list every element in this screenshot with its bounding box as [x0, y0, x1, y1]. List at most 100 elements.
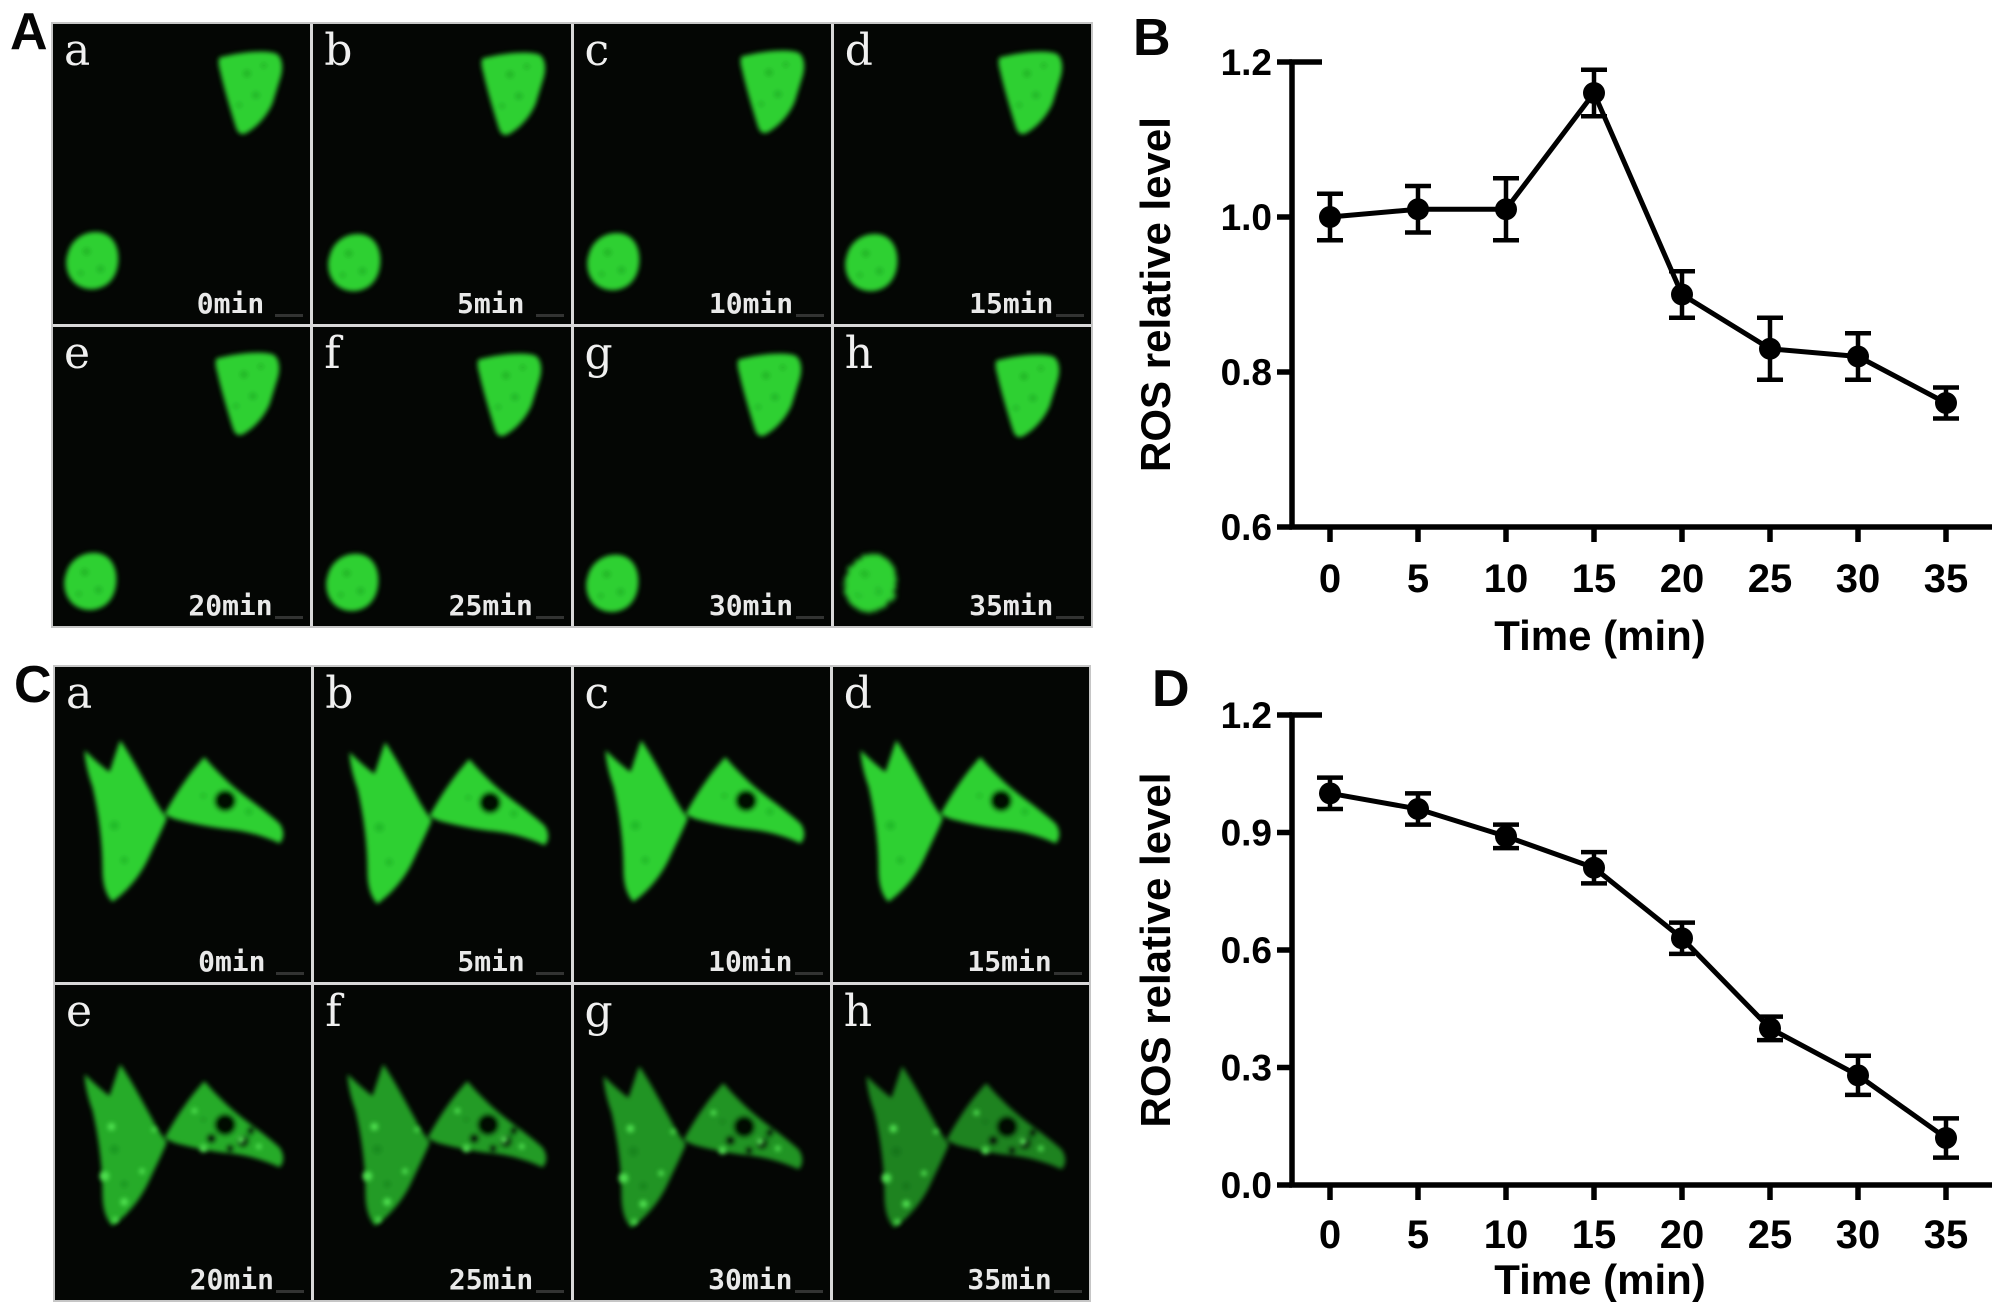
timestamp-label: 15min: [969, 286, 1054, 320]
timestamp-label: 25min: [448, 1263, 534, 1296]
nucleus-hole: [214, 789, 237, 812]
subpanel-letter: e: [64, 327, 91, 379]
nucleus-hole: [734, 789, 757, 812]
data-point: [1847, 1064, 1869, 1087]
scale-bar: [275, 616, 304, 619]
scale-bar: [535, 616, 564, 619]
x-tick-label: 20: [1660, 557, 1705, 601]
micrograph-c-b: b 5min: [314, 667, 571, 982]
panel-b-chart: 0.6 0.8 1.0 1.2 0 5 10 15 20 25 30 35 Time (min) ROS …: [1132, 42, 1992, 659]
y-tick-label: 1.2: [1221, 42, 1272, 83]
subpanel-letter: d: [844, 25, 873, 76]
green-cell-round: [585, 554, 638, 612]
y-tick-label: 0.6: [1221, 507, 1272, 548]
data-point: [1319, 782, 1341, 805]
panel-a-label: A: [10, 3, 48, 61]
green-cell-wedge: [218, 51, 283, 135]
subpanel-letter: a: [64, 25, 91, 76]
y-tick-label: 1.2: [1221, 695, 1272, 736]
timestamp-label: 15min: [967, 945, 1052, 978]
micrograph-a-g: g 30min: [573, 326, 831, 626]
axes: [1289, 712, 1992, 1188]
green-cell-round: [64, 552, 117, 610]
data-point: [1583, 856, 1605, 879]
green-cell-wedge: [740, 50, 804, 134]
timestamp-label: 20min: [188, 589, 273, 622]
scale-bar: [535, 1290, 564, 1293]
micrograph-a-f: f 25min: [313, 326, 571, 626]
x-tick-label: 35: [1924, 557, 1969, 601]
x-tick-label: 25: [1748, 1213, 1793, 1257]
green-cell-left: [605, 740, 688, 902]
x-tick-label: 5: [1407, 1213, 1429, 1257]
nucleus-hole: [732, 1115, 755, 1138]
subpanel-letter: f: [325, 986, 342, 1037]
nucleus-hole: [477, 1113, 500, 1136]
data-point: [1935, 1127, 1957, 1149]
panel-d-chart: 0.0 0.3 0.6 0.9 1.2 0 5 10 15 20 25 30 35 Time (min) R…: [1132, 695, 1992, 1302]
fluorescence-cell-image: [347, 1064, 547, 1226]
subpanel-letter: h: [843, 986, 873, 1037]
timestamp-label: 35min: [967, 1263, 1052, 1296]
timestamp-label: 0min: [196, 286, 265, 320]
nucleus-hole: [479, 791, 502, 814]
subpanel-letter: b: [325, 668, 354, 719]
micrograph-a-a: a 0min: [53, 24, 311, 324]
green-cell-round: [328, 233, 381, 292]
scale-bar: [1056, 616, 1084, 619]
green-cell-wedge: [998, 51, 1062, 135]
subpanel-letter: d: [843, 668, 872, 719]
fluorescence-cell-image: [84, 740, 284, 902]
green-cell-wedge: [477, 353, 542, 436]
scale-bar: [794, 1290, 823, 1293]
green-cell-wedge: [737, 353, 801, 436]
series-line: [1329, 790, 1948, 1141]
scale-bar: [1056, 313, 1084, 317]
x-tick-label: 30: [1836, 557, 1881, 601]
green-cell-wedge: [481, 52, 546, 136]
subpanel-letter: a: [66, 668, 93, 719]
timestamp-label: 20min: [189, 1263, 274, 1296]
data-point: [1583, 82, 1605, 104]
data-point: [1495, 198, 1517, 221]
micrograph-a-h: h 35min: [833, 326, 1091, 626]
green-cell-round: [66, 231, 119, 290]
data-point: [1671, 927, 1693, 950]
fluorescence-cell-image: [66, 51, 283, 290]
fluorescence-cell-image: [64, 352, 280, 610]
micrograph-c-e: e 20min: [55, 985, 312, 1300]
scale-bar: [794, 972, 823, 975]
data-point: [1847, 345, 1869, 368]
x-tick-label: 0: [1319, 557, 1341, 601]
timestamp-label: 30min: [708, 589, 794, 622]
nucleus-hole: [995, 1115, 1018, 1138]
fluorescence-cell-image: [84, 1064, 284, 1226]
subpanel-letter: b: [324, 25, 353, 76]
data-point: [1319, 206, 1341, 228]
panel-a-micrograph-grid: a 0min b 5min c 10min d 15min e 20min f 25min g 30min…: [51, 22, 1093, 628]
fluorescence-cell-image: [586, 50, 804, 291]
y-tick-label: 0.9: [1221, 813, 1272, 854]
timestamp-label: 0min: [198, 945, 266, 978]
x-tick-label: 30: [1836, 1213, 1881, 1257]
scale-bar: [276, 1290, 305, 1293]
y-axis-title: ROS relative level: [1132, 773, 1179, 1128]
green-cell-round: [326, 553, 379, 611]
data-point: [1759, 337, 1781, 360]
subpanel-letter: c: [584, 25, 610, 76]
timestamp-label: 10min: [708, 945, 793, 978]
scale-bar: [535, 313, 564, 317]
green-cell-round: [844, 233, 898, 292]
panel-c-micrograph-grid: a 0min b 5min c 10min d 15min e 20min f 25min g 30min…: [53, 665, 1091, 1302]
data-point: [1495, 825, 1517, 848]
green-cell-wedge: [215, 352, 280, 435]
axes: [1289, 59, 1992, 530]
subpanel-letter: f: [324, 327, 341, 379]
data-point: [1671, 283, 1693, 306]
micrograph-c-g: g 30min: [573, 985, 830, 1300]
nucleus-hole: [214, 1113, 237, 1136]
micrograph-c-a: a 0min: [55, 667, 312, 982]
timestamp-label: 30min: [708, 1263, 793, 1296]
x-tick-label: 20: [1660, 1213, 1705, 1257]
subpanel-letter: c: [584, 668, 610, 719]
